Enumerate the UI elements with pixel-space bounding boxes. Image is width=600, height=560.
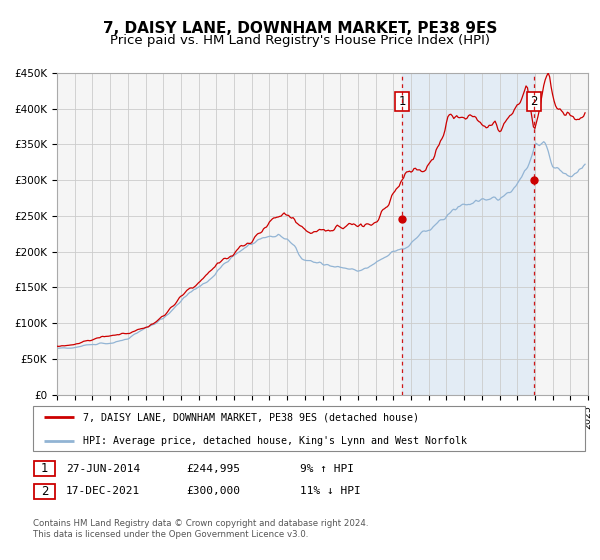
Text: £244,995: £244,995	[186, 464, 240, 474]
Text: 9% ↑ HPI: 9% ↑ HPI	[300, 464, 354, 474]
Text: £300,000: £300,000	[186, 486, 240, 496]
Text: 11% ↓ HPI: 11% ↓ HPI	[300, 486, 361, 496]
Text: 2: 2	[41, 484, 48, 498]
FancyBboxPatch shape	[34, 461, 55, 476]
Text: Price paid vs. HM Land Registry's House Price Index (HPI): Price paid vs. HM Land Registry's House …	[110, 34, 490, 46]
FancyBboxPatch shape	[33, 406, 585, 451]
Text: 1: 1	[398, 95, 406, 108]
Text: 2: 2	[530, 95, 538, 108]
FancyBboxPatch shape	[34, 484, 55, 498]
Text: 7, DAISY LANE, DOWNHAM MARKET, PE38 9ES (detached house): 7, DAISY LANE, DOWNHAM MARKET, PE38 9ES …	[83, 412, 419, 422]
Text: 1: 1	[41, 462, 48, 475]
Text: 17-DEC-2021: 17-DEC-2021	[66, 486, 140, 496]
Text: This data is licensed under the Open Government Licence v3.0.: This data is licensed under the Open Gov…	[33, 530, 308, 539]
Text: Contains HM Land Registry data © Crown copyright and database right 2024.: Contains HM Land Registry data © Crown c…	[33, 519, 368, 528]
Bar	[402, 73, 534, 395]
Text: 27-JUN-2014: 27-JUN-2014	[66, 464, 140, 474]
Text: 7, DAISY LANE, DOWNHAM MARKET, PE38 9ES: 7, DAISY LANE, DOWNHAM MARKET, PE38 9ES	[103, 21, 497, 36]
Text: HPI: Average price, detached house, King's Lynn and West Norfolk: HPI: Average price, detached house, King…	[83, 436, 467, 446]
